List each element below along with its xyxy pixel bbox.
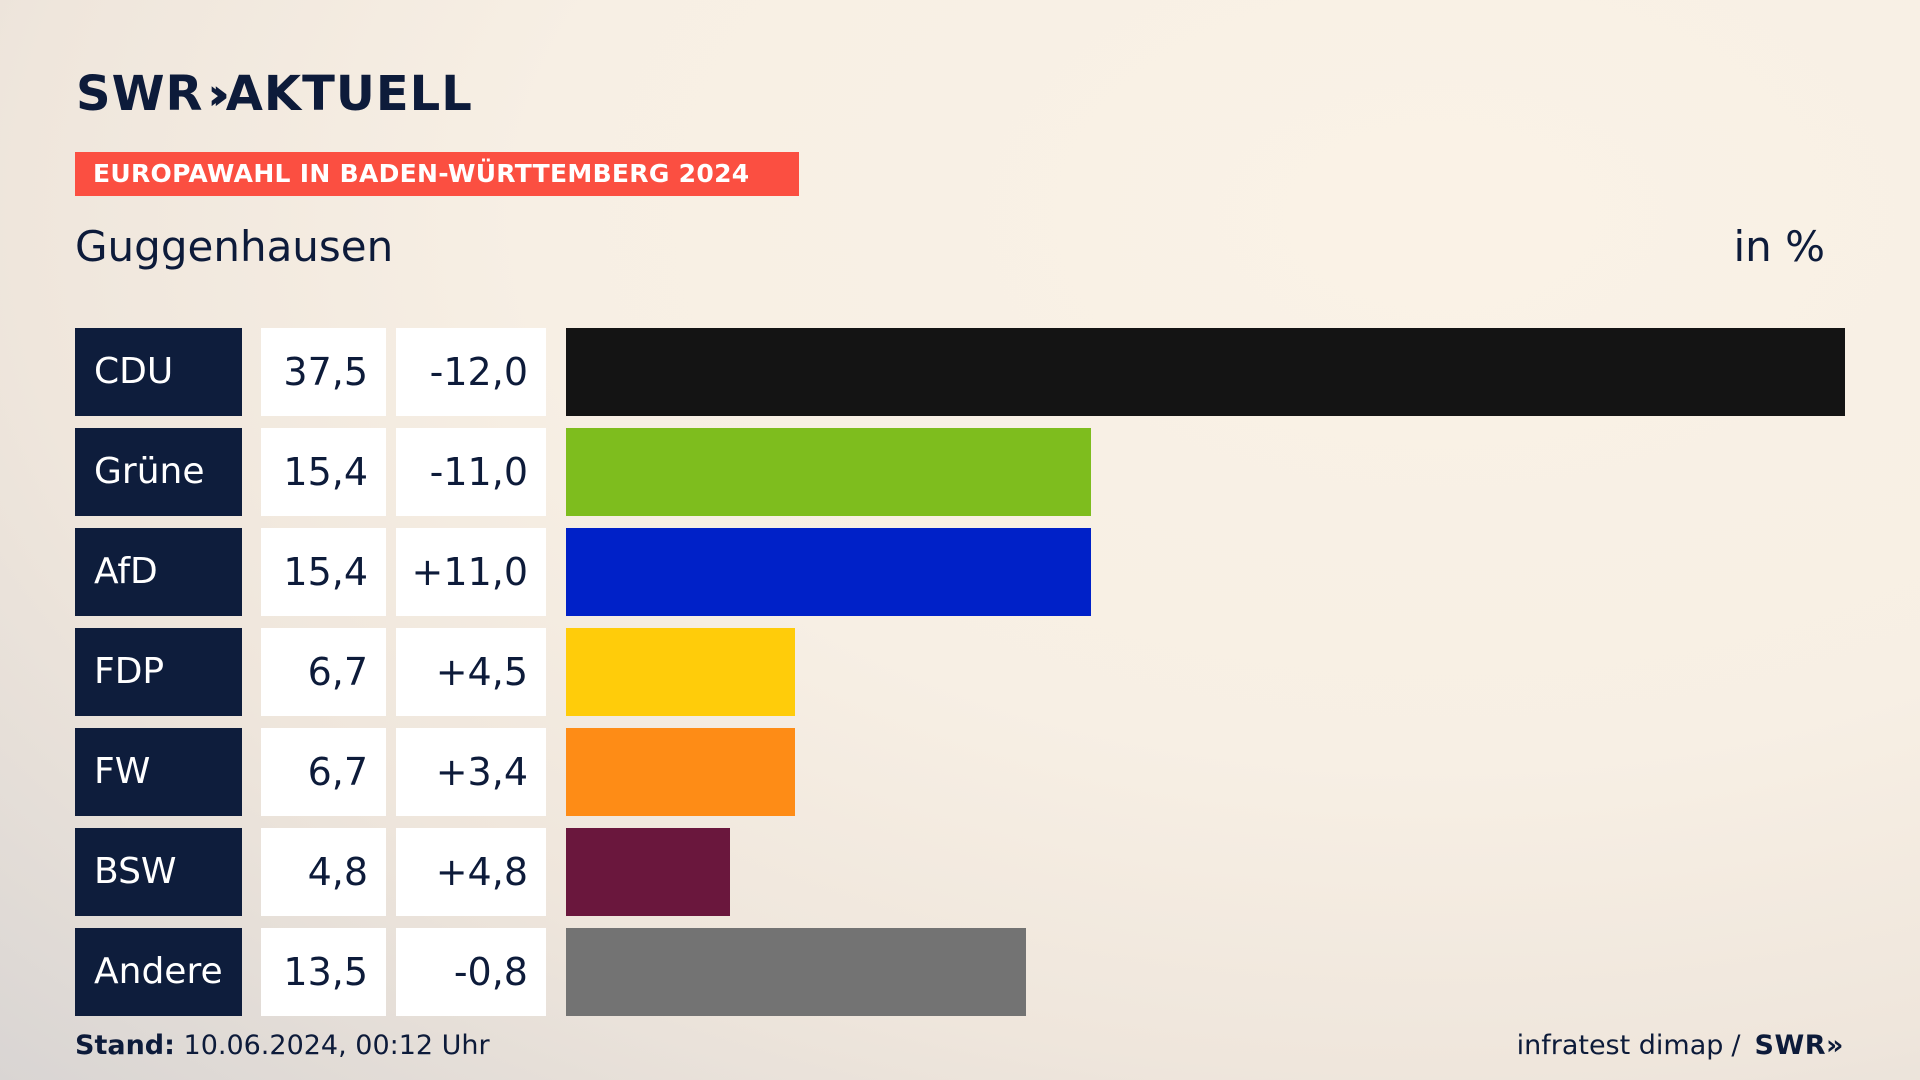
party-label: AfD (75, 528, 242, 616)
swr-aktuell-logo: SWR ›› AKTUELL (76, 66, 473, 122)
vote-change-value: +4,8 (396, 828, 546, 916)
stand-label: Stand: (75, 1030, 175, 1061)
footer-source: infratest dimap / SWR» (1517, 1030, 1844, 1061)
footer-stand: Stand: 10.06.2024, 00:12 Uhr (75, 1030, 490, 1061)
vote-share-value: 4,8 (261, 828, 386, 916)
vote-share-value: 13,5 (261, 928, 386, 1016)
result-bar (566, 628, 795, 716)
vote-change-value: -0,8 (396, 928, 546, 1016)
logo-aktuell-text: AKTUELL (225, 66, 473, 122)
place-title: Guggenhausen (75, 222, 394, 271)
vote-share-value: 6,7 (261, 628, 386, 716)
result-bar (566, 928, 1026, 1016)
result-bar (566, 328, 1845, 416)
party-label: FW (75, 728, 242, 816)
result-bar (566, 728, 795, 816)
vote-share-value: 37,5 (261, 328, 386, 416)
stand-value: 10.06.2024, 00:12 Uhr (183, 1030, 490, 1061)
vote-change-value: +11,0 (396, 528, 546, 616)
vote-change-value: -12,0 (396, 328, 546, 416)
result-bar (566, 828, 730, 916)
source-text: infratest dimap (1516, 1030, 1724, 1061)
party-label: FDP (75, 628, 242, 716)
result-bar (566, 528, 1091, 616)
vote-change-value: -11,0 (396, 428, 546, 516)
result-bar (566, 428, 1091, 516)
swr-small-logo: SWR» (1754, 1030, 1844, 1061)
vote-share-value: 15,4 (261, 428, 386, 516)
unit-label: in % (1733, 222, 1825, 271)
party-label: CDU (75, 328, 242, 416)
logo-swr-text: SWR (76, 66, 204, 122)
vote-change-value: +4,5 (396, 628, 546, 716)
source-separator: / (1731, 1030, 1741, 1061)
party-label: Grüne (75, 428, 242, 516)
vote-change-value: +3,4 (396, 728, 546, 816)
vote-share-value: 6,7 (261, 728, 386, 816)
election-banner: EUROPAWAHL IN BADEN-WÜRTTEMBERG 2024 (75, 152, 799, 196)
vote-share-value: 15,4 (261, 528, 386, 616)
party-label: BSW (75, 828, 242, 916)
party-label: Andere (75, 928, 242, 1016)
logo-chevron-icon: ›› (207, 68, 230, 120)
